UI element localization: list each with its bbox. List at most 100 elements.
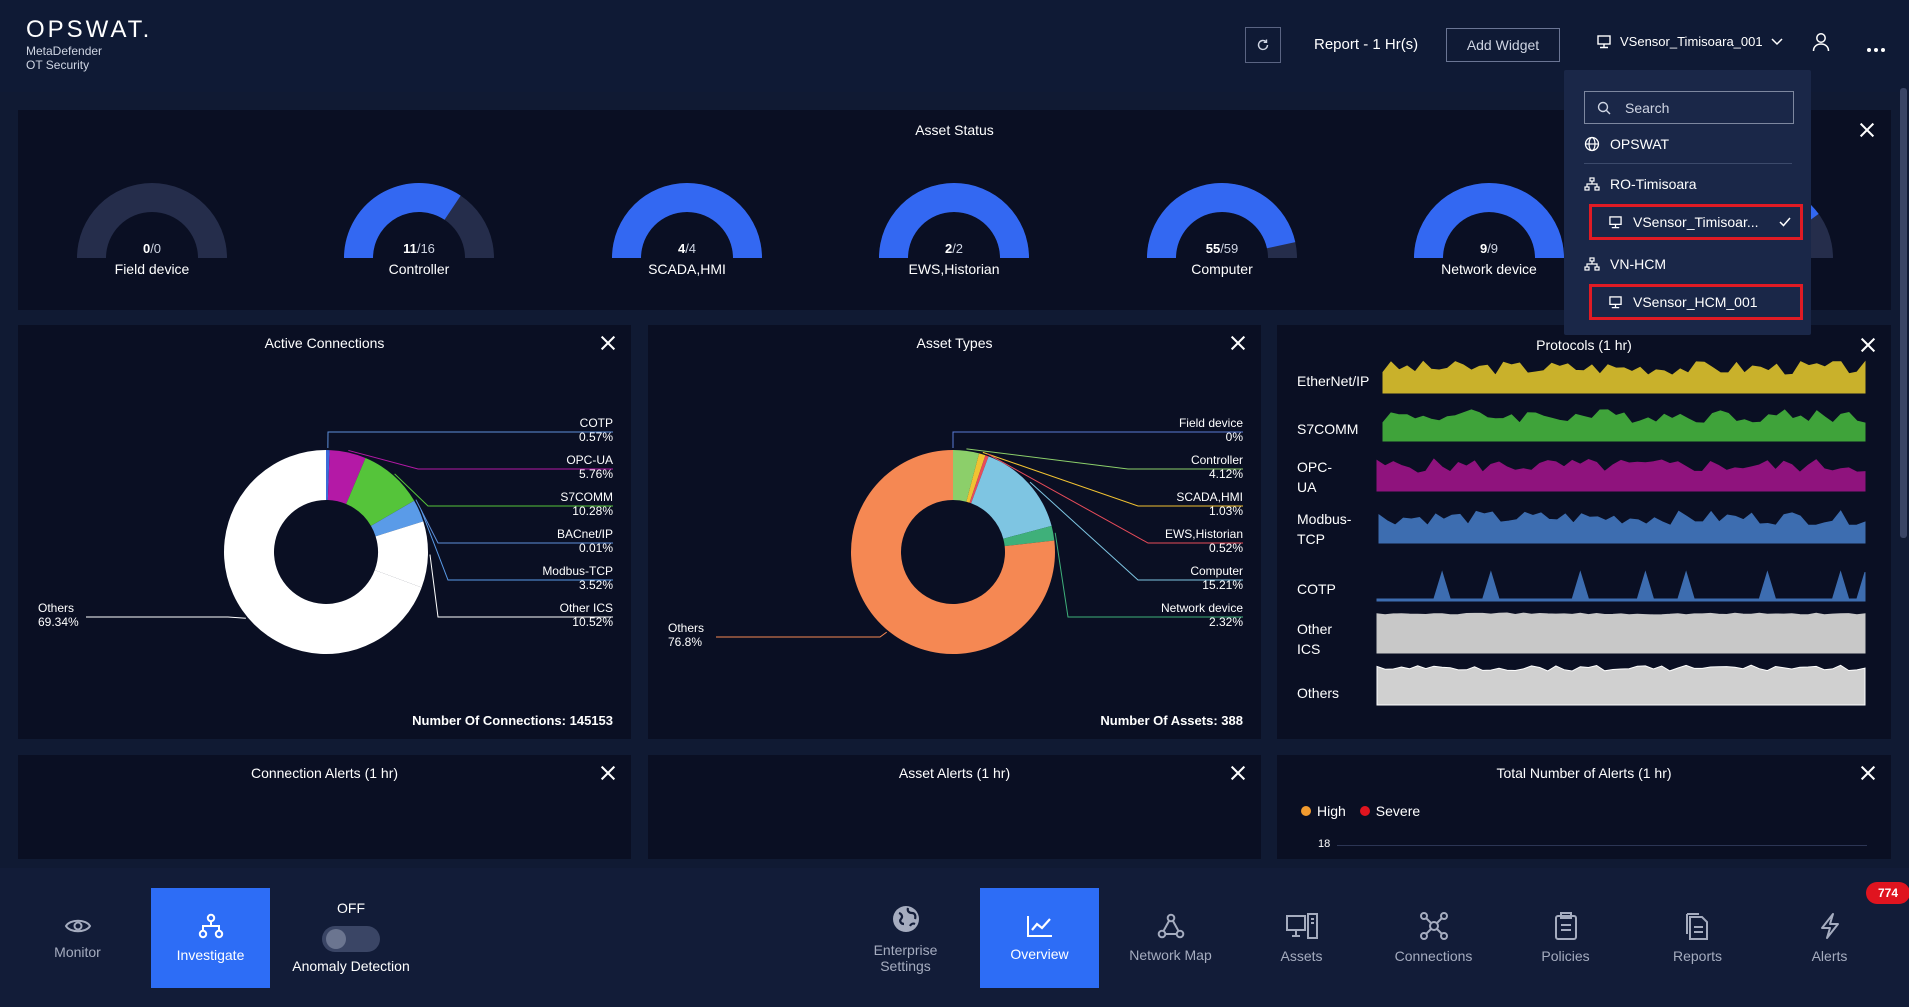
product-name-line2: OT Security xyxy=(26,58,90,72)
protocol-label: EtherNet/IP xyxy=(1297,371,1369,391)
nav-reports[interactable]: Reports xyxy=(1638,888,1757,988)
assets-count-label: Number Of Assets: xyxy=(1100,713,1218,728)
legend-high-label[interactable]: High xyxy=(1317,803,1346,819)
leader-line xyxy=(952,431,1243,448)
nav-connections[interactable]: Connections xyxy=(1374,888,1493,988)
anomaly-detection-toggle[interactable] xyxy=(322,926,380,952)
dropdown-item-ro-timisoara[interactable]: RO-Timisoara xyxy=(1584,176,1697,192)
slice-label: OPC-UA 5.76% xyxy=(566,453,613,481)
nav-assets[interactable]: Assets xyxy=(1242,888,1361,988)
leader-line xyxy=(429,554,613,618)
user-icon xyxy=(1812,33,1830,52)
protocol-sparkline[interactable] xyxy=(1382,360,1866,394)
leader-line xyxy=(982,451,1243,507)
anomaly-state: OFF xyxy=(337,900,365,916)
legend-severe-label[interactable]: Severe xyxy=(1375,803,1421,819)
donut-slice[interactable] xyxy=(327,450,366,505)
gauge[interactable] xyxy=(344,183,494,258)
donut-slice[interactable] xyxy=(370,500,424,537)
slice-name: Other ICS xyxy=(559,601,613,615)
donut-slice[interactable] xyxy=(953,450,980,502)
user-profile-button[interactable] xyxy=(1812,32,1830,57)
nav-network-map[interactable]: Network Map xyxy=(1111,888,1230,988)
gauge[interactable] xyxy=(1147,182,1297,258)
nav-label: Overview xyxy=(1010,946,1069,962)
slice-label: Field device 0% xyxy=(1179,416,1243,444)
refresh-icon xyxy=(1257,39,1269,51)
legend-high-dot[interactable] xyxy=(1301,806,1311,816)
gauge-value: 55/59 xyxy=(1142,241,1302,256)
total-alerts-panel: Total Number of Alerts (1 hr) High Sever… xyxy=(1277,755,1891,859)
protocol-sparkline[interactable] xyxy=(1378,510,1866,544)
sensor-icon xyxy=(1609,295,1622,308)
dropdown-sensor-hcm[interactable]: VSensor_HCM_001 xyxy=(1589,284,1803,320)
connection-alerts-title: Connection Alerts (1 hr) xyxy=(250,765,399,781)
protocol-label: COTP xyxy=(1297,579,1336,599)
nav-label: Investigate xyxy=(176,947,245,963)
bottom-navigation: Monitor Investigate Enterprise Settings … xyxy=(0,868,1909,1007)
nav-label: Reports xyxy=(1672,948,1723,964)
donut-slice[interactable] xyxy=(346,457,415,526)
gauge-denominator: /9 xyxy=(1487,241,1499,256)
page-scrollbar[interactable] xyxy=(1900,88,1907,538)
protocol-sparkline[interactable] xyxy=(1376,458,1866,492)
donut-slice[interactable] xyxy=(223,450,422,654)
dropdown-item-opswat[interactable]: OPSWAT xyxy=(1584,136,1669,152)
gauge[interactable] xyxy=(1414,182,1564,258)
protocol-sparkline[interactable] xyxy=(1382,409,1866,442)
gauge[interactable] xyxy=(612,182,762,258)
donut-slice[interactable] xyxy=(969,455,989,504)
sensor-icon xyxy=(1597,34,1611,48)
nav-policies[interactable]: Policies xyxy=(1506,888,1625,988)
sensor-search-input[interactable]: Search xyxy=(1584,91,1794,124)
report-interval-selector[interactable]: Report - 1 Hr(s) xyxy=(1314,36,1419,53)
legend-severe-dot[interactable] xyxy=(1359,806,1370,816)
protocol-sparkline[interactable] xyxy=(1376,664,1866,706)
nav-investigate[interactable]: Investigate xyxy=(151,888,270,988)
donut-slice[interactable] xyxy=(966,453,986,503)
slice-name: Others xyxy=(668,621,705,635)
slice-name: Field device xyxy=(1178,416,1243,430)
sensor-selector[interactable]: VSensor_Timisoara_001 xyxy=(1596,34,1783,49)
slice-label: BACnet/IP 0.01% xyxy=(557,527,613,555)
dropdown-item-vn-hcm[interactable]: VN-HCM xyxy=(1584,256,1666,272)
more-options-button[interactable] xyxy=(1866,40,1886,58)
protocol-sparkline[interactable] xyxy=(1376,570,1866,602)
nav-alerts[interactable]: Alerts xyxy=(1770,888,1889,988)
donut-slice[interactable] xyxy=(971,456,1052,539)
close-icon[interactable] xyxy=(1860,765,1876,781)
gauge[interactable] xyxy=(879,182,1029,258)
slice-name: Controller xyxy=(1190,453,1243,467)
protocol-label: Other ICS xyxy=(1297,619,1332,659)
gauge[interactable] xyxy=(77,183,227,258)
leader-line xyxy=(1054,532,1243,618)
gauge-numerator: 9 xyxy=(1479,241,1488,256)
more-horizontal-icon xyxy=(1867,48,1885,52)
leader-line xyxy=(966,448,1243,470)
nav-monitor[interactable]: Monitor xyxy=(18,888,137,988)
donut-slice[interactable] xyxy=(326,450,330,501)
gauge-numerator: 55 xyxy=(1205,241,1221,256)
refresh-button[interactable] xyxy=(1245,27,1281,63)
close-icon[interactable] xyxy=(600,765,616,781)
gauge-fill xyxy=(1147,182,1296,258)
nav-label: Connections xyxy=(1394,948,1473,964)
dropdown-sensor-timisoara[interactable]: VSensor_Timisoar... xyxy=(1589,204,1803,240)
nav-enterprise-settings[interactable]: Enterprise Settings xyxy=(846,888,965,988)
donut-slice[interactable] xyxy=(370,500,415,526)
donut-slice[interactable] xyxy=(374,521,429,588)
add-widget-button[interactable]: Add Widget xyxy=(1446,28,1560,62)
slice-name: COTP xyxy=(579,416,613,430)
slice-name: Others xyxy=(38,601,75,615)
gridline xyxy=(1337,845,1867,846)
globe-settings-icon xyxy=(892,906,919,932)
slice-name: Computer xyxy=(1190,564,1243,578)
donut-slice[interactable] xyxy=(851,450,1055,654)
nav-overview[interactable]: Overview xyxy=(980,888,1099,988)
donut-slice[interactable] xyxy=(1003,525,1055,547)
gauge-label: Computer xyxy=(1191,261,1253,277)
slice-label: Computer 15.21% xyxy=(1190,564,1243,592)
asset-status-title: Asset Status xyxy=(915,122,994,138)
protocol-sparkline[interactable] xyxy=(1376,612,1866,654)
close-icon[interactable] xyxy=(1230,765,1246,781)
